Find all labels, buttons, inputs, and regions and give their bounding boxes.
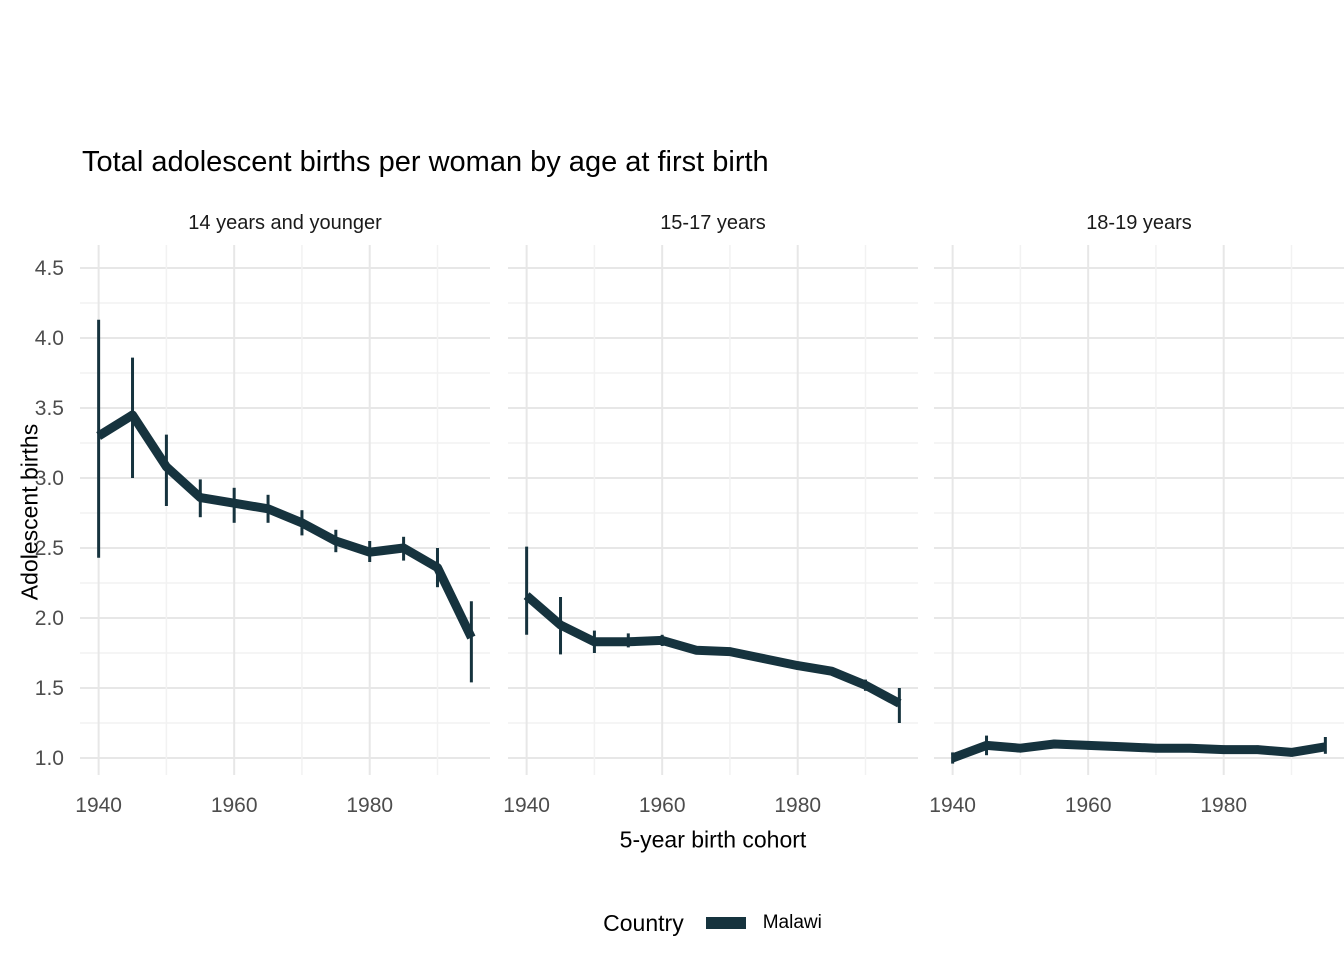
x-tick-label: 1940 [75, 794, 122, 817]
series-line-malawi [951, 739, 1327, 763]
y-axis-title: Adolescent births [16, 423, 43, 601]
legend-key-line-swatch [705, 917, 746, 929]
series-line-malawi [96, 410, 476, 640]
x-tick-label: 1940 [929, 794, 976, 817]
x-tick-label: 1960 [639, 794, 686, 817]
legend-title: Country [603, 909, 684, 936]
x-tick-label: 1980 [346, 794, 393, 817]
x-axis-title: 5-year birth cohort [619, 826, 807, 853]
legend: Country Malawi [81, 903, 1344, 943]
x-tick-label: 1980 [774, 794, 821, 817]
series-line-malawi [523, 592, 902, 708]
y-tick-label: 3.0 [35, 467, 64, 490]
x-tick-label: 1980 [1200, 794, 1247, 817]
y-tick-label: 4.5 [35, 257, 64, 280]
y-tick-label: 2.5 [35, 537, 64, 560]
chart-title: Total adolescent births per woman by age… [82, 146, 769, 178]
x-tick-label: 1960 [1065, 794, 1112, 817]
facet-strip-label: 18-19 years [1086, 212, 1192, 234]
facet-strip-label: 14 years and younger [188, 212, 382, 234]
x-tick-label: 1940 [503, 794, 550, 817]
y-tick-label: 4.0 [35, 327, 64, 350]
legend-item-label: Malawi [762, 912, 822, 933]
facet-strip-label: 15-17 years [660, 212, 766, 234]
x-tick-label: 1960 [211, 794, 258, 817]
y-tick-label: 2.0 [35, 607, 64, 630]
y-tick-label: 3.5 [35, 397, 64, 420]
y-tick-label: 1.0 [35, 747, 64, 770]
y-tick-label: 1.5 [35, 677, 64, 700]
